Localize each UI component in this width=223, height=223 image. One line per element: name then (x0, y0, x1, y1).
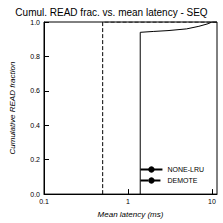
svg-text:0.8: 0.8 (30, 53, 40, 60)
svg-text:0.6: 0.6 (30, 87, 40, 94)
svg-text:10: 10 (208, 198, 216, 205)
svg-text:Mean latency (ms): Mean latency (ms) (98, 210, 164, 219)
svg-text:1.0: 1.0 (30, 19, 40, 26)
svg-text:DEMOTE: DEMOTE (167, 177, 197, 184)
svg-text:NONE-LRU: NONE-LRU (167, 166, 204, 173)
svg-text:0.0: 0.0 (30, 191, 40, 198)
svg-text:Cumul. READ frac. vs. mean lat: Cumul. READ frac. vs. mean latency - SEQ (15, 7, 208, 18)
svg-text:Cumulative READ fraction: Cumulative READ fraction (8, 61, 17, 154)
svg-text:1: 1 (126, 198, 130, 205)
svg-text:0.2: 0.2 (30, 156, 40, 163)
svg-text:0.1: 0.1 (39, 198, 49, 205)
svg-text:0.4: 0.4 (30, 122, 40, 129)
